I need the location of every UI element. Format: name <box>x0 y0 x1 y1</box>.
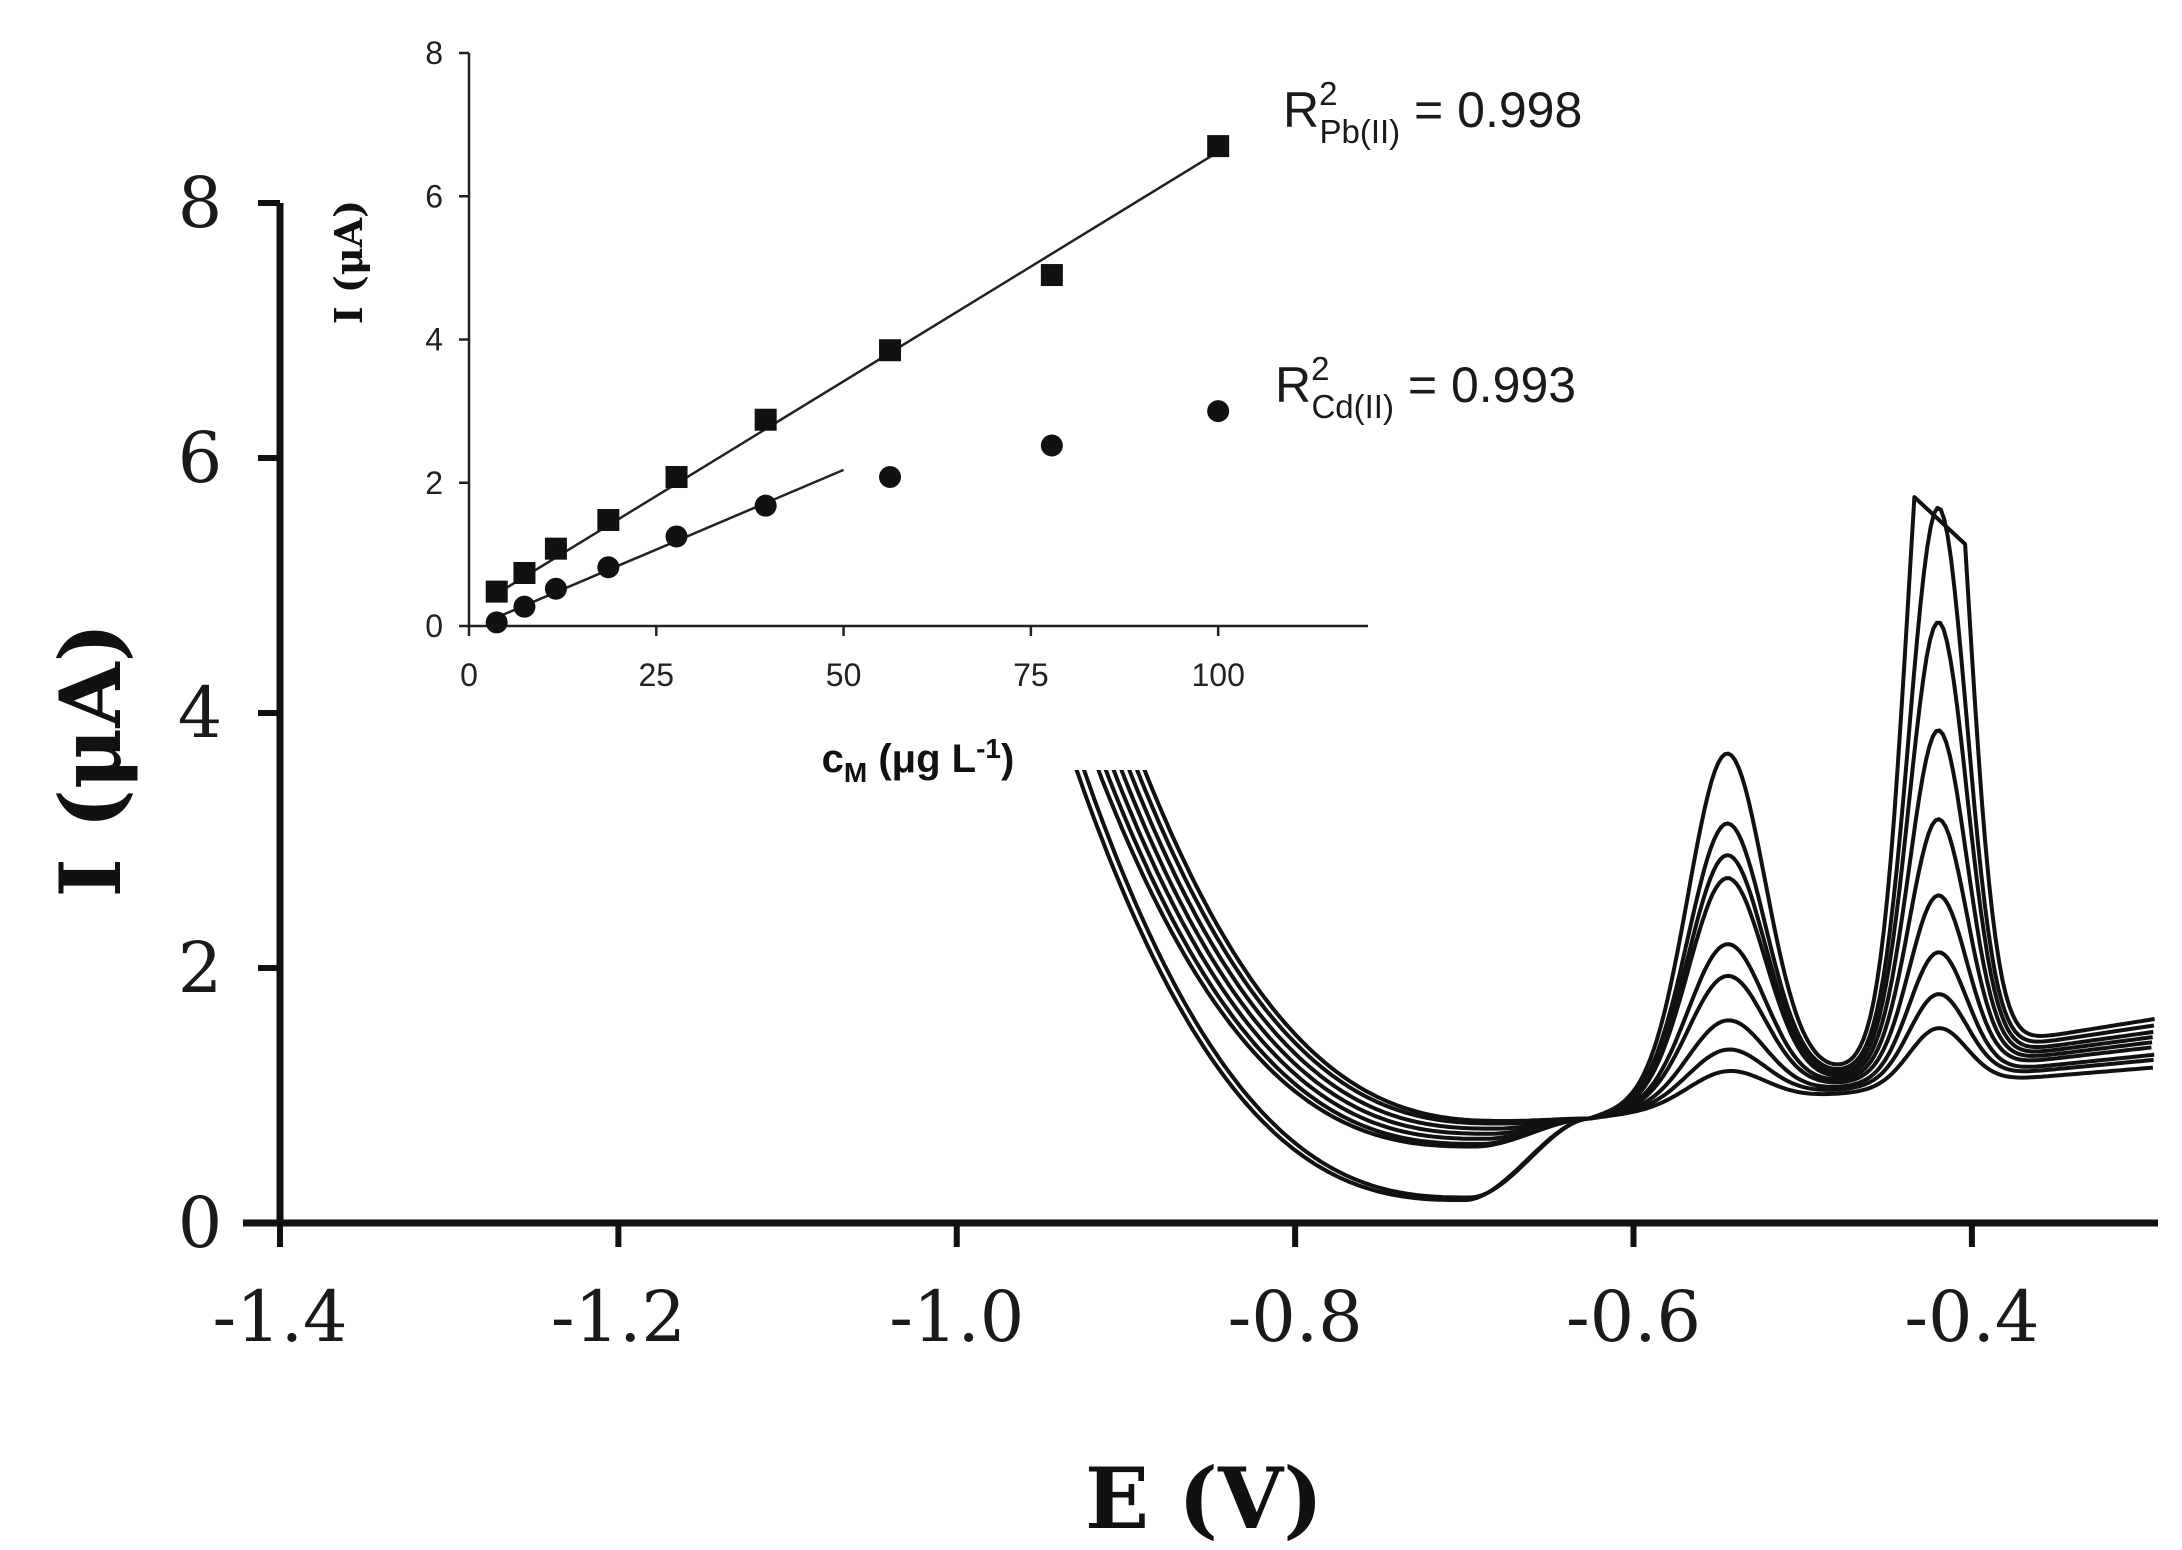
pb-data-point <box>665 466 688 489</box>
cd-data-point <box>513 595 536 618</box>
inset-y-tick-label: 0 <box>425 608 443 644</box>
pb-data-point <box>1207 135 1230 158</box>
inset-chart: 0 25 50 75 100 0 2 4 6 8 I (μA) cM (μg L-1) R2 Pb… <box>326 30 1582 788</box>
main-x-tick-label: -0.4 <box>1904 1276 2039 1358</box>
main-y-ticks: 0 2 4 6 8 <box>178 162 280 1264</box>
cd-data-point <box>879 466 902 489</box>
main-x-tick-label: -0.6 <box>1566 1276 1701 1358</box>
main-y-tick-label: 0 <box>178 1182 223 1264</box>
inset-x-tick-label: 50 <box>826 657 862 693</box>
main-x-axis-label: E (V) <box>1085 1449 1323 1548</box>
inset-data-points <box>485 135 1230 634</box>
inset-x-tick-label: 25 <box>638 657 674 693</box>
main-x-tick-label: -1.2 <box>551 1276 686 1358</box>
inset-y-tick-label: 8 <box>425 35 443 71</box>
cd-data-point <box>597 556 620 579</box>
pb-data-point <box>754 408 777 431</box>
inset-x-axis-label: cM (μg L-1) <box>822 733 1015 788</box>
cd-data-point <box>754 494 777 517</box>
inset-x-tick-label: 0 <box>460 657 478 693</box>
inset-background <box>350 30 1370 770</box>
main-y-tick-label: 4 <box>178 672 223 754</box>
inset-y-tick-label: 2 <box>425 465 443 501</box>
r2-pb-annotation: R2 Pb(II) = 0.998 <box>1283 75 1582 150</box>
pb-data-point <box>1040 264 1063 287</box>
cd-data-point <box>544 577 567 600</box>
inset-x-tick-label: 75 <box>1013 657 1049 693</box>
main-y-tick-label: 8 <box>178 162 223 244</box>
voltammetry-curve <box>1056 495 2155 1123</box>
inset-y-tick-label: 6 <box>425 178 443 214</box>
cd-data-point <box>485 611 508 634</box>
inset-y-ticks: 0 2 4 6 8 <box>425 35 469 644</box>
main-x-tick-label: -1.4 <box>213 1276 348 1358</box>
main-chart: -1.4 -1.2 -1.0 -0.8 -0.6 -0.4 0 2 4 6 8 E (V) I (… <box>41 162 2158 1548</box>
voltammetry-curves <box>997 495 2155 1202</box>
cd-data-point <box>665 525 688 548</box>
main-y-tick-label: 6 <box>178 417 223 499</box>
main-x-tick-label: -1.0 <box>889 1276 1024 1358</box>
pb-data-point <box>544 537 567 560</box>
main-y-axis-label: I (μA) <box>41 623 140 898</box>
cd-data-point <box>1207 400 1230 423</box>
pb-data-point <box>513 561 536 584</box>
main-y-tick-label: 2 <box>178 927 223 1009</box>
inset-y-tick-label: 4 <box>425 322 443 358</box>
inset-x-tick-label: 100 <box>1191 657 1244 693</box>
pb-data-point <box>879 339 902 362</box>
pb-data-point <box>485 580 508 603</box>
pb-data-point <box>597 508 620 531</box>
main-x-ticks: -1.4 -1.2 -1.0 -0.8 -0.6 -0.4 <box>213 1223 2039 1358</box>
main-x-tick-label: -0.8 <box>1228 1276 1363 1358</box>
r2-cd-annotation: R2 Cd(II) = 0.993 <box>1275 350 1576 425</box>
inset-y-axis-label: I (μA) <box>326 200 371 324</box>
cd-data-point <box>1040 434 1063 457</box>
inset-x-ticks: 0 25 50 75 100 <box>460 626 1245 693</box>
